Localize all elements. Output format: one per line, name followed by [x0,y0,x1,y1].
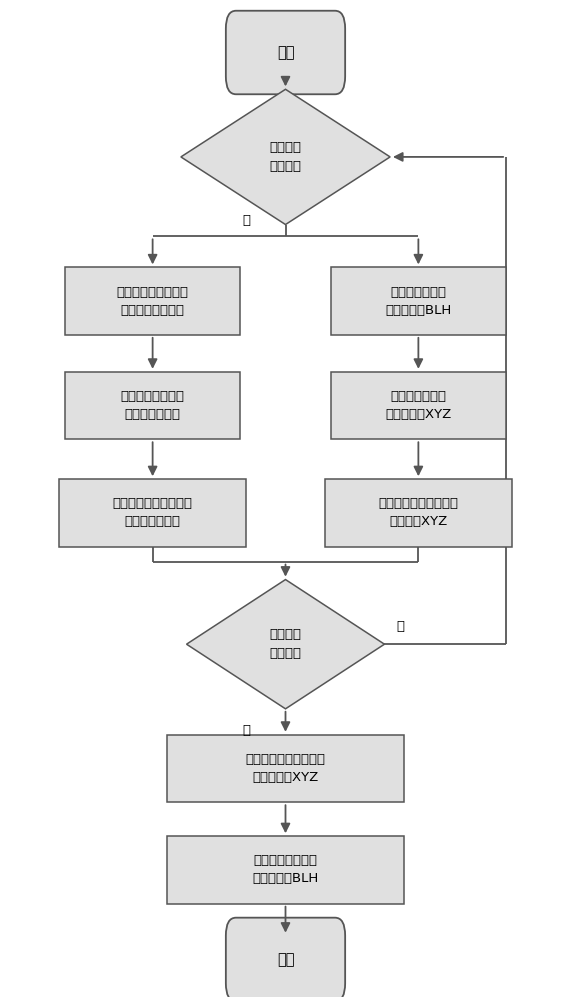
Text: 获得惯导坐标系下
的目标方向矢量: 获得惯导坐标系下 的目标方向矢量 [120,390,184,421]
Text: 结束: 结束 [277,952,294,967]
FancyBboxPatch shape [59,479,246,547]
Text: 获得惯导地理坐标系下
的观测点XYZ: 获得惯导地理坐标系下 的观测点XYZ [379,497,459,528]
FancyBboxPatch shape [167,836,404,904]
FancyBboxPatch shape [226,11,345,94]
Text: 否: 否 [396,620,404,633]
Text: 解出地球坐标系
下的观测点XYZ: 解出地球坐标系 下的观测点XYZ [385,390,452,421]
Text: 解出惯导地理坐标系下
的目标坐标XYZ: 解出惯导地理坐标系下 的目标坐标XYZ [246,753,325,784]
Text: 获得地球坐标系
下的观测点BLH: 获得地球坐标系 下的观测点BLH [385,286,452,317]
FancyBboxPatch shape [331,372,506,439]
Text: 获得平台视轴坐标系
下的目标方向矢量: 获得平台视轴坐标系 下的目标方向矢量 [116,286,188,317]
FancyBboxPatch shape [65,372,240,439]
Polygon shape [181,89,390,225]
Text: 是否满足
解算条件: 是否满足 解算条件 [270,628,301,660]
Text: 获得惯导地理坐标系下
的目标方向矢量: 获得惯导地理坐标系下 的目标方向矢量 [112,497,192,528]
Text: 是: 是 [242,214,250,227]
Text: 开始: 开始 [277,45,294,60]
Polygon shape [187,580,384,709]
FancyBboxPatch shape [226,918,345,1000]
Text: 是否满足
观测条件: 是否满足 观测条件 [270,141,301,173]
FancyBboxPatch shape [65,267,240,335]
FancyBboxPatch shape [331,267,506,335]
Text: 解出地球坐标系下
的目标坐标BLH: 解出地球坐标系下 的目标坐标BLH [252,854,319,885]
Text: 是: 是 [242,724,250,737]
FancyBboxPatch shape [325,479,512,547]
FancyBboxPatch shape [167,735,404,802]
